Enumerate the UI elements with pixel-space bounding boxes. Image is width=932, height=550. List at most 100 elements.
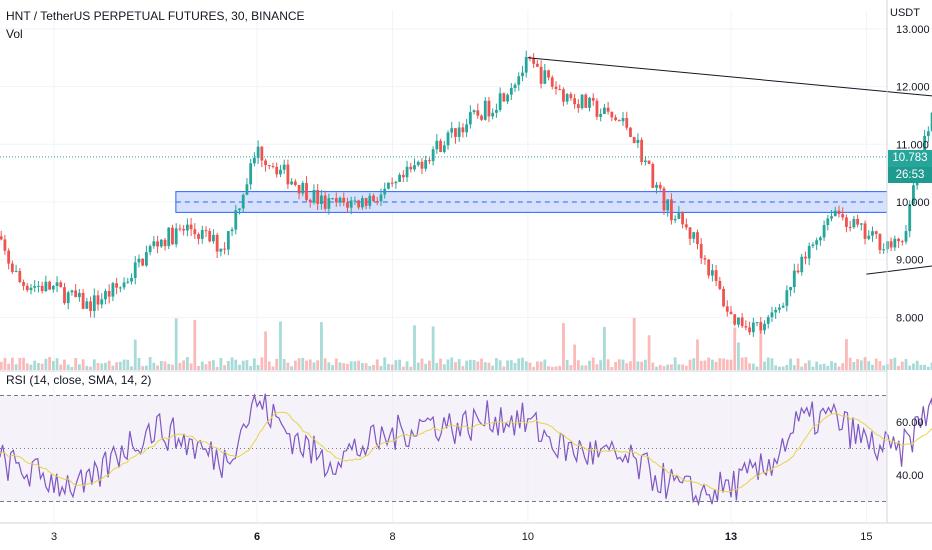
volume-bar	[521, 357, 524, 370]
candle-body	[204, 230, 208, 232]
candle-body	[185, 224, 189, 231]
candle-body	[591, 97, 595, 101]
candle-body	[859, 223, 863, 225]
candle-body	[614, 117, 617, 121]
candle-body	[416, 161, 420, 166]
candle-body	[96, 295, 100, 305]
volume-bar	[599, 360, 603, 370]
candle-body	[562, 89, 565, 102]
candle-body	[617, 120, 621, 122]
volume-bar	[3, 357, 7, 370]
candle-body	[10, 263, 14, 272]
candle-body	[457, 127, 461, 137]
candle-body	[450, 128, 454, 133]
volume-bar	[729, 359, 733, 370]
candle-body	[51, 285, 55, 290]
volume-bar	[226, 361, 230, 370]
candle-body	[33, 286, 37, 288]
candle-body	[7, 250, 11, 264]
candle-body	[331, 198, 334, 200]
candle-body	[882, 249, 886, 251]
price-axis-ticks: 13.000 12.000 11.000 10.000 9.000 8.000	[896, 24, 930, 324]
volume-bar	[92, 359, 96, 370]
volume-bar	[234, 359, 238, 370]
candle-body	[107, 291, 111, 297]
candle-body	[63, 287, 66, 304]
volume-bar	[539, 361, 543, 370]
volume-bar	[621, 359, 625, 370]
time-tick-label: 6	[254, 531, 260, 543]
candle-body	[480, 115, 483, 120]
volume-bar	[271, 366, 275, 370]
candle-body	[256, 146, 260, 158]
volume-bar	[919, 364, 923, 370]
volume-bar	[513, 362, 517, 370]
volume-bar	[44, 358, 48, 370]
candle-body	[547, 70, 550, 78]
candle-body	[66, 292, 70, 304]
volume-bar	[238, 364, 241, 370]
candle-body	[226, 231, 230, 250]
candle-body	[435, 140, 439, 150]
candle-body	[394, 181, 398, 184]
volume-bar	[301, 357, 305, 370]
volume-bar	[297, 358, 301, 370]
candle-body	[707, 259, 711, 276]
volume-bar	[465, 360, 469, 370]
volume-bar	[807, 360, 811, 370]
candle-body	[368, 195, 372, 206]
volume-bar	[442, 364, 446, 370]
candle-body	[684, 224, 688, 228]
candle-body	[506, 94, 509, 102]
volume-bar	[279, 321, 282, 370]
candle-body	[223, 248, 227, 250]
candle-body	[55, 282, 59, 286]
volume-bar	[264, 331, 267, 370]
candle-body	[804, 256, 807, 259]
candle-body	[900, 241, 904, 243]
candle-body	[495, 109, 498, 113]
volume-bar	[320, 322, 323, 370]
volume-bar	[185, 357, 189, 370]
candle-body	[521, 72, 524, 77]
candle-body	[789, 287, 792, 291]
candle-body	[230, 229, 234, 232]
candle-body	[167, 227, 171, 247]
volume-bar	[0, 361, 3, 370]
volume-bar	[349, 361, 353, 370]
volume-bar	[763, 361, 766, 370]
candle-body	[18, 270, 22, 282]
volume-bar	[230, 357, 234, 370]
volume-bar	[550, 366, 554, 370]
volume-bar	[472, 360, 476, 370]
time-tick-label: 8	[389, 531, 395, 543]
volume-bar	[703, 360, 707, 370]
candle-body	[360, 198, 364, 208]
candlesticks	[0, 50, 932, 337]
volume-bar	[871, 364, 874, 370]
candle-body	[59, 282, 63, 288]
candle-body	[796, 270, 800, 273]
candle-body	[733, 314, 737, 325]
candle-body	[85, 301, 89, 309]
candle-body	[115, 283, 119, 288]
candle-body	[688, 227, 692, 239]
candle-body	[513, 84, 517, 89]
volume-bar	[387, 363, 390, 370]
volume-bar	[446, 359, 450, 370]
volume-bar	[681, 364, 684, 370]
trendlines	[0, 57, 932, 275]
volume-bar	[368, 366, 372, 370]
volume-bar	[893, 357, 897, 370]
candle-body	[476, 110, 480, 116]
candle-body	[174, 228, 178, 245]
volume-bar	[562, 322, 565, 370]
candle-body	[163, 239, 167, 247]
volume-bar	[305, 360, 308, 370]
volume-bar	[655, 366, 658, 370]
volume-bar	[848, 357, 852, 370]
candle-body	[312, 189, 316, 203]
volume-bar	[416, 362, 420, 370]
candle-body	[751, 322, 755, 333]
